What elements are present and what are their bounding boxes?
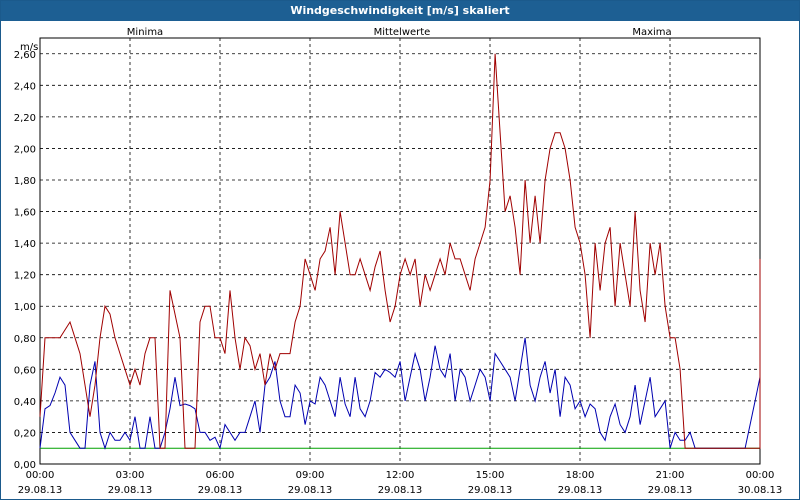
grid-lines [40, 38, 760, 464]
x-tick-time: 06:00 [206, 470, 235, 481]
x-tick-date: 29.08.13 [198, 485, 243, 496]
x-tick-time: 00:00 [746, 470, 775, 481]
y-tick-label: 1,40 [14, 239, 36, 250]
y-tick-label: 0,00 [14, 460, 36, 471]
y-tick-label: 0,80 [14, 334, 36, 345]
x-tick-date: 29.08.13 [378, 485, 423, 496]
x-tick-date: 29.08.13 [288, 485, 333, 496]
x-tick-time: 18:00 [566, 470, 595, 481]
y-tick-label: 0,40 [14, 397, 36, 408]
x-tick-time: 09:00 [296, 470, 325, 481]
chart-series [39, 53, 761, 450]
x-tick-date: 29.08.13 [558, 485, 603, 496]
x-tick-time: 12:00 [386, 470, 415, 481]
y-axis-unit: m/s [20, 42, 38, 53]
y-tick-label: 2,20 [14, 113, 36, 124]
y-tick-label: 2,00 [14, 144, 36, 155]
legend-mittelwerte: Mittelwerte [374, 27, 431, 38]
x-tick-date: 30.08.13 [738, 485, 783, 496]
x-tick-time: 15:00 [476, 470, 505, 481]
y-tick-label: 0,60 [14, 365, 36, 376]
y-tick-label: 1,20 [14, 271, 36, 282]
x-tick-date: 29.08.13 [108, 485, 153, 496]
x-tick-time: 00:00 [26, 470, 55, 481]
window-title: Windgeschwindigkeit [m/s] skaliert [1, 1, 799, 21]
x-tick-date: 29.08.13 [648, 485, 693, 496]
x-tick-time: 03:00 [116, 470, 145, 481]
y-tick-label: 2,40 [14, 81, 36, 92]
legend-maxima: Maxima [632, 27, 671, 38]
y-tick-label: 0,20 [14, 428, 36, 439]
y-axis-ticks: 0,00 0,20 0,40 0,60 0,80 1,00 1,20 1,40 1,60 1,80… [14, 50, 36, 471]
y-tick-label: 1,80 [14, 176, 36, 187]
legend-minima: Minima [127, 27, 163, 38]
plot-frame [39, 37, 761, 465]
x-tick-date: 29.08.13 [18, 485, 63, 496]
y-tick-label: 1,60 [14, 208, 36, 219]
y-tick-label: 1,00 [14, 302, 36, 313]
x-tick-date: 29.08.13 [468, 485, 513, 496]
x-axis-ticks: 00:00 29.08.13 03:00 29.08.13 06:00 29.08.13 0… [18, 470, 783, 496]
x-tick-time: 21:00 [656, 470, 685, 481]
y-tick-label: 2,60 [14, 50, 36, 61]
series-maxima-line [39, 53, 761, 449]
